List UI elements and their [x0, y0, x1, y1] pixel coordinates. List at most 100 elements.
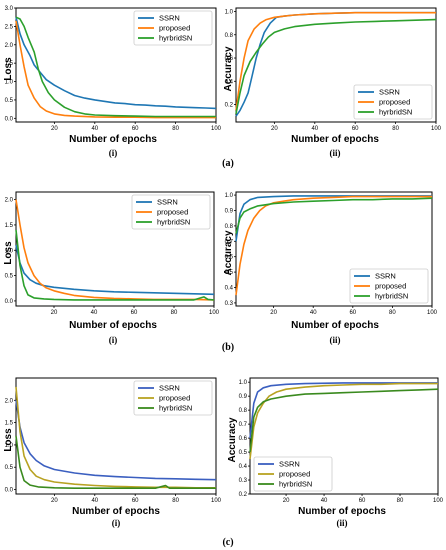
subplot-label: (ii) — [337, 518, 348, 528]
series-line-proposed — [235, 11, 436, 111]
x-axis-label: Number of epochs — [298, 506, 386, 517]
legend-label-hyrbridSN: hyrbridSN — [157, 218, 190, 227]
series-line-SSRN — [249, 382, 438, 439]
x-tick-label: 80 — [171, 310, 178, 316]
x-tick-label: 80 — [389, 310, 396, 316]
series-line-SSRN — [15, 400, 217, 481]
subplot-label: (i) — [109, 148, 118, 158]
x-tick-label: 100 — [209, 310, 220, 316]
legend-label-proposed: proposed — [379, 98, 410, 107]
y-tick-label: 0.2 — [239, 492, 248, 498]
legend-label-proposed: proposed — [375, 282, 406, 291]
x-axis-label: Number of epochs — [291, 134, 379, 145]
y-tick-label: 0.7 — [225, 239, 234, 245]
row-label-a: (a) — [222, 158, 234, 169]
y-tick-label: 0.8 — [225, 33, 234, 39]
y-tick-label: 1.0 — [225, 9, 234, 15]
x-tick-label: 60 — [352, 126, 359, 132]
series-line-hyrbridSN — [15, 435, 216, 489]
y-tick-label: 0.4 — [225, 286, 234, 292]
x-tick-label: 60 — [132, 498, 139, 504]
legend-label-SSRN: SSRN — [159, 384, 180, 393]
series-line-proposed — [249, 382, 438, 460]
y-tick-label: 0.3 — [225, 301, 234, 307]
legend-label-hyrbridSN: hyrbridSN — [159, 34, 192, 43]
x-tick-label: 100 — [211, 498, 222, 504]
y-tick-label: 0.4 — [239, 464, 248, 470]
legend-label-hyrbridSN: hyrbridSN — [375, 292, 408, 301]
series-line-hyrbridSN — [15, 229, 215, 301]
legend-label-proposed: proposed — [159, 394, 190, 403]
y-tick-label: 0.9 — [239, 394, 248, 400]
x-tick-label: 20 — [283, 498, 290, 504]
y-tick-label: 0.6 — [225, 56, 234, 62]
y-tick-label: 0.5 — [5, 98, 14, 104]
legend-box — [131, 194, 211, 230]
subplot-label: (i) — [109, 335, 118, 345]
y-tick-label: 2.5 — [5, 24, 14, 30]
y-tick-label: 1.0 — [5, 248, 14, 254]
y-tick-label: 3.0 — [5, 6, 14, 12]
row-label-c: (c) — [222, 537, 233, 548]
series-line-proposed — [15, 20, 216, 119]
y-tick-label: 0.5 — [5, 274, 14, 280]
series-line-hyrbridSN — [15, 16, 216, 118]
y-axis-label: Loss — [3, 428, 14, 452]
y-tick-label: 0.8 — [239, 408, 248, 414]
x-axis-label: Number of epochs — [291, 320, 379, 331]
legend-label-hyrbridSN: hyrbridSN — [159, 404, 192, 413]
legend-label-SSRN: SSRN — [157, 198, 178, 207]
y-tick-label: 1.0 — [5, 80, 14, 86]
y-tick-label: 1.5 — [5, 421, 14, 427]
y-tick-label: 0.5 — [239, 450, 248, 456]
y-axis-label: Accuracy — [227, 417, 238, 462]
y-tick-label: 0.6 — [225, 255, 234, 261]
y-axis-label: Accuracy — [223, 230, 234, 275]
plot-frame — [235, 7, 437, 123]
y-tick-label: 1.5 — [5, 223, 14, 229]
y-tick-label: 0.0 — [5, 299, 14, 305]
legend-label-SSRN: SSRN — [379, 88, 400, 97]
legend-box — [253, 456, 333, 492]
series-line-proposed — [235, 195, 432, 296]
charts-group: 20 40 60 80 1000.00.51.01.52.02.53.0SSRNprop… — [3, 6, 444, 528]
y-tick-label: 0.4 — [225, 79, 234, 85]
y-tick-label: 0.9 — [225, 208, 234, 214]
legend-label-proposed: proposed — [279, 470, 310, 479]
y-tick-label: 0.0 — [5, 116, 14, 122]
x-tick-label: 60 — [131, 310, 138, 316]
chart-b-i: 20 40 60 80 100 0.0 0.5 1.0 1.5 2.0 SSRNproposedhy… — [3, 191, 220, 345]
y-tick-label: 0.0 — [5, 488, 14, 494]
plot-frame — [235, 191, 433, 307]
chart-a-i: 20 40 60 80 100 0.0 0.5 1.0 1.5 2.0 2.5 3.0 SSRNprop… — [3, 6, 222, 158]
chart-c-ii: 20 40 60 80 100 0.2 0.3 0.4 0.5 0.6 0.7 0.8 0.9 1.0 SS… — [227, 377, 444, 528]
x-tick-label: 80 — [392, 126, 399, 132]
y-tick-label: 0.8 — [225, 224, 234, 230]
y-tick-label: 2.0 — [5, 398, 14, 404]
legend-label-proposed: proposed — [157, 208, 188, 217]
legend-label-hyrbridSN: hyrbridSN — [279, 480, 312, 489]
x-tick-label: 100 — [431, 126, 442, 132]
x-tick-label: 40 — [91, 498, 98, 504]
x-tick-label: 20 — [271, 126, 278, 132]
y-tick-label: 0.2 — [225, 103, 234, 109]
x-tick-label: 40 — [91, 126, 98, 132]
x-tick-label: 20 — [51, 126, 58, 132]
y-tick-label: 0.3 — [239, 478, 248, 484]
x-tick-label: 40 — [91, 310, 98, 316]
y-axis-label: Loss — [3, 57, 14, 81]
series-line-hyrbridSN — [235, 18, 437, 115]
x-tick-label: 40 — [310, 310, 317, 316]
y-tick-label: 0.7 — [239, 422, 248, 428]
legend-box — [353, 84, 433, 120]
series-line-hyrbridSN — [249, 388, 439, 453]
x-tick-label: 100 — [427, 310, 438, 316]
subplot-label: (ii) — [330, 335, 341, 345]
x-tick-label: 40 — [311, 126, 318, 132]
chart-b-ii: 20 40 60 80 100 0.3 0.4 0.5 0.6 0.7 0.8 0.9 1.0 SSRNp… — [223, 191, 438, 345]
chart-a-ii: 20 40 60 80 100 0.2 0.4 0.6 0.8 1.0 SSRNproposedhy… — [223, 7, 442, 158]
